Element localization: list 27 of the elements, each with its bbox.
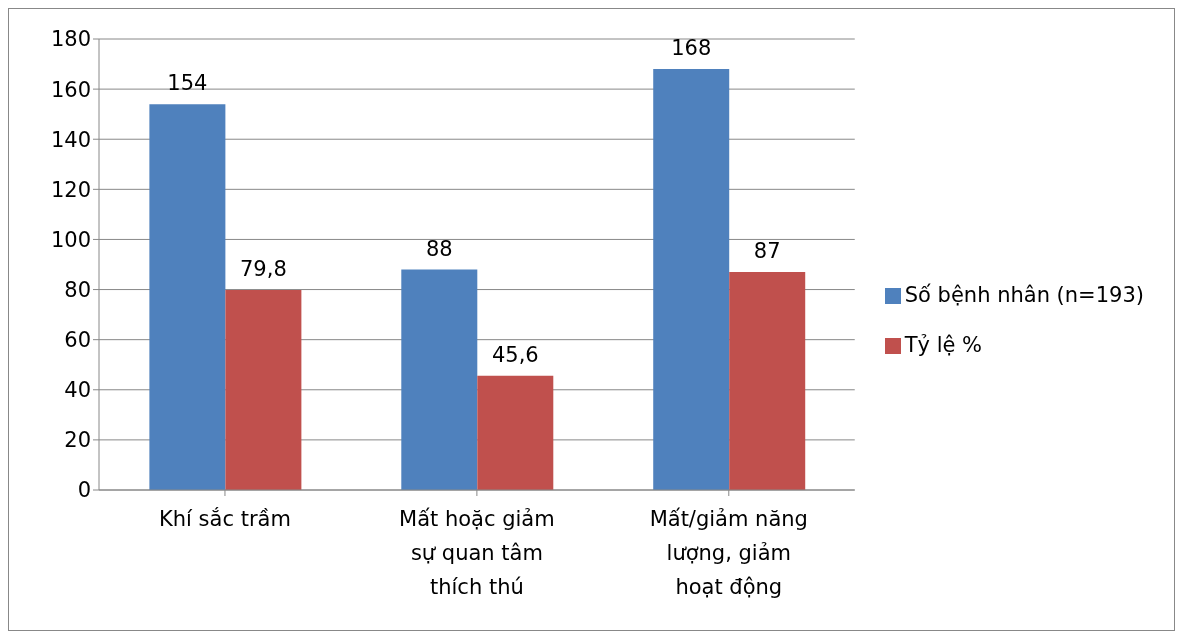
- y-tick-label: 80: [64, 278, 91, 303]
- y-tick-label: 140: [50, 127, 91, 152]
- bar: [477, 375, 554, 490]
- data-label: 88: [425, 236, 453, 261]
- x-tick-label: Khí sắc trầm: [159, 507, 291, 531]
- data-label: 168: [671, 36, 712, 61]
- bar: [401, 269, 478, 490]
- y-tick-label: 40: [64, 378, 91, 403]
- data-label: 79,8: [240, 257, 287, 282]
- x-tick-label: Mất hoặc giảm sự quan tâm thích thú: [399, 507, 555, 599]
- bar: [225, 290, 302, 490]
- y-tick-label: 60: [64, 328, 91, 353]
- data-label: 87: [753, 239, 781, 264]
- bar: [729, 272, 806, 490]
- bar: [149, 104, 226, 490]
- y-tick-label: 120: [50, 177, 91, 202]
- legend-label: Tỷ lệ %: [904, 332, 983, 357]
- y-tick-label: 0: [77, 478, 91, 503]
- bar: [653, 69, 730, 490]
- legend-label: Số bệnh nhân (n=193): [904, 282, 1144, 307]
- data-label: 45,6: [491, 342, 539, 367]
- y-tick-label: 20: [64, 428, 91, 453]
- x-tick-label: Mất/giảm năng lượng, giảm hoạt động: [649, 507, 808, 599]
- data-label: 154: [167, 71, 208, 96]
- y-tick-label: 180: [50, 27, 91, 52]
- y-tick-label: 160: [50, 77, 91, 102]
- y-tick-label: 100: [50, 227, 91, 252]
